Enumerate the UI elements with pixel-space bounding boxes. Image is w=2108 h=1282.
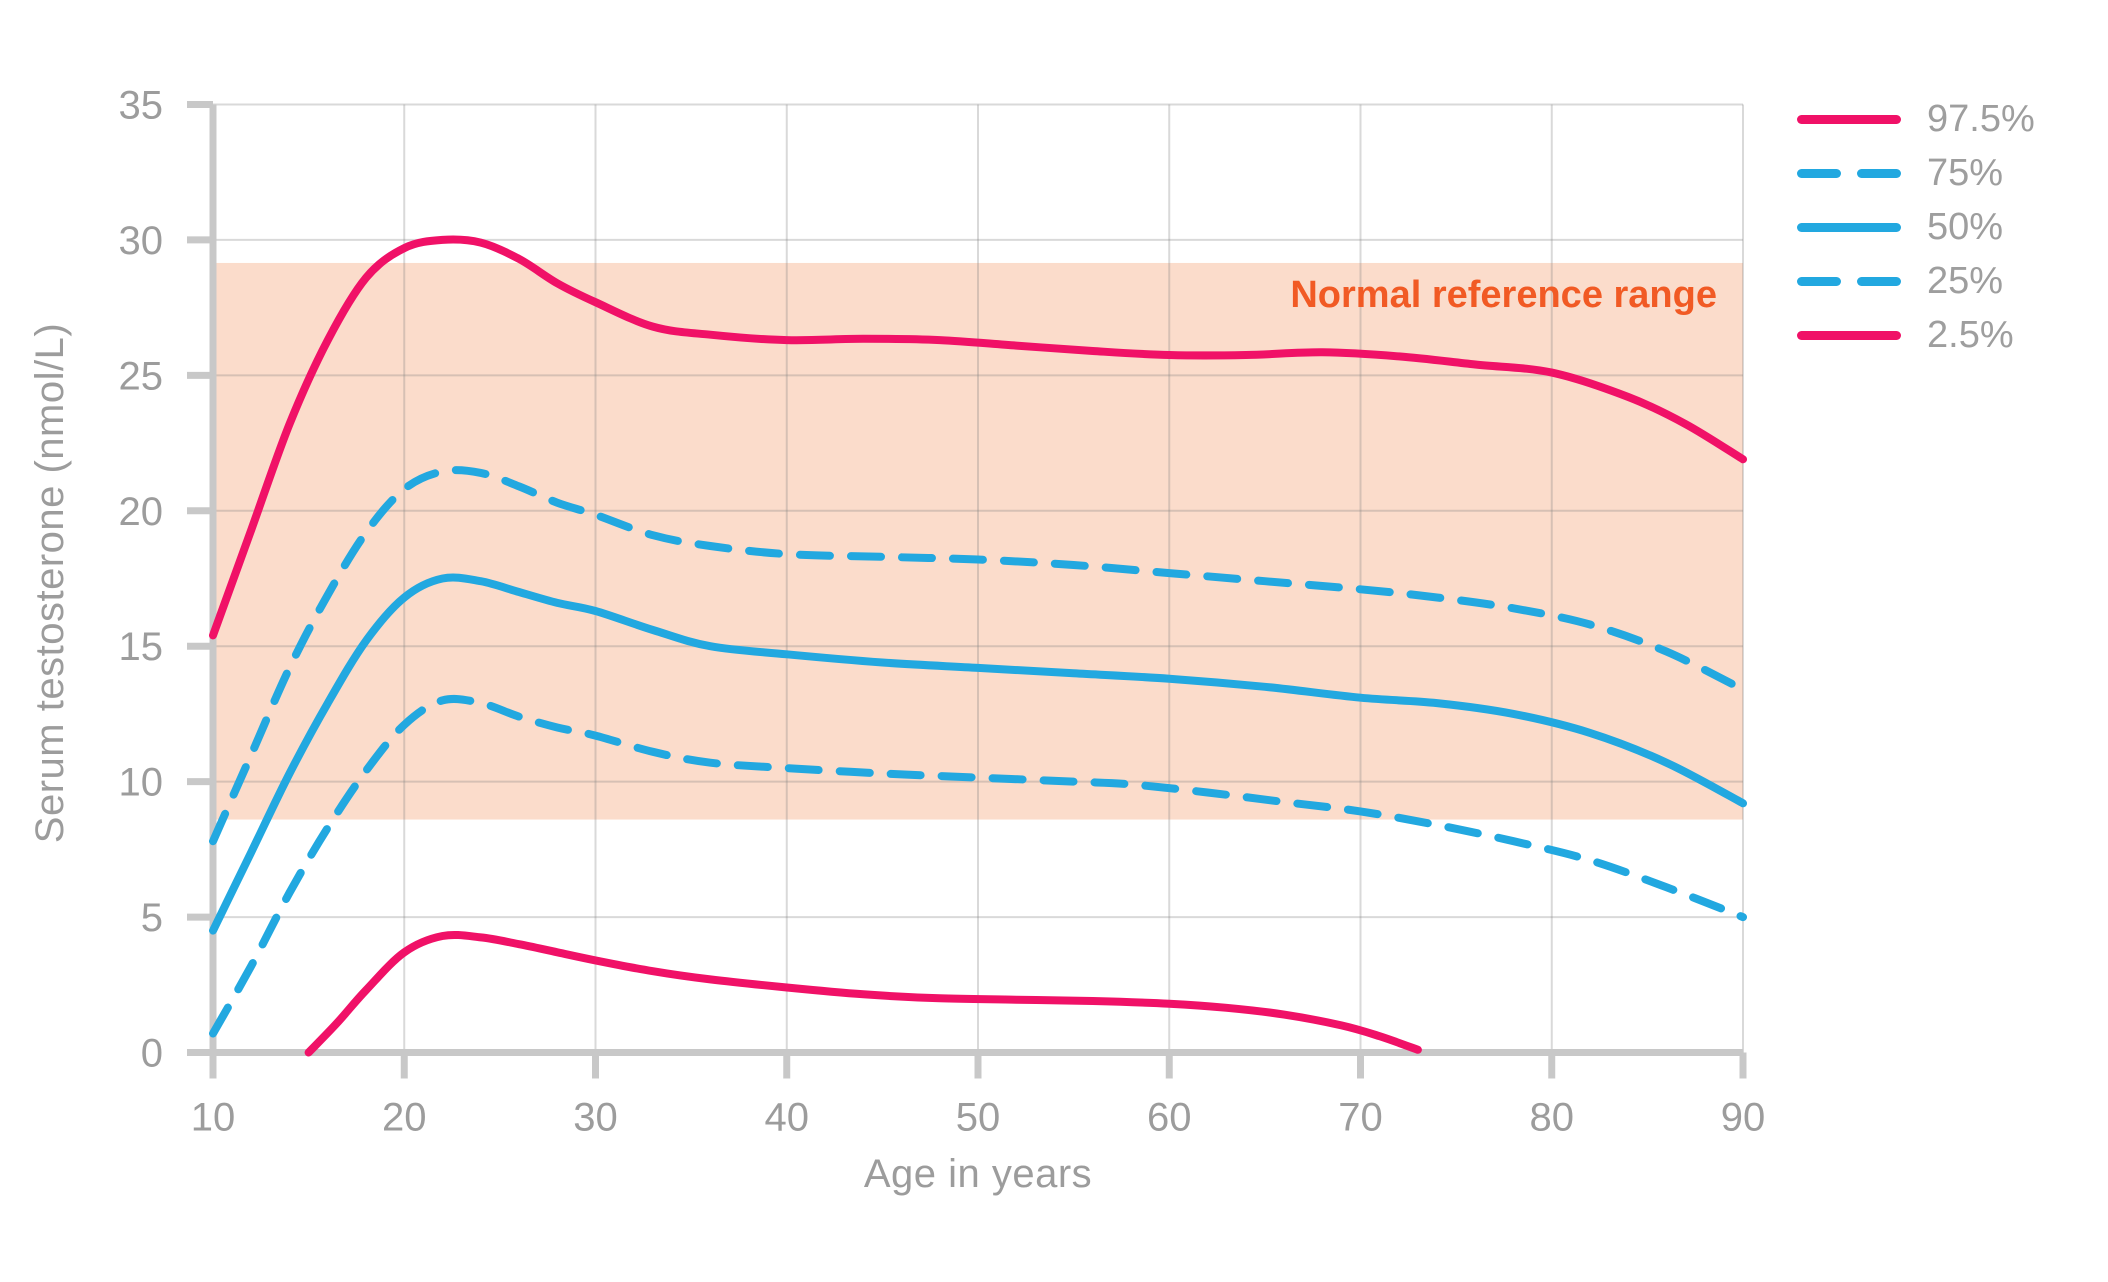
legend-line-segment <box>1797 168 1841 178</box>
x-axis-title: Age in years <box>863 1152 1093 1196</box>
legend-item-97.5%: 97.5% <box>1797 92 2035 146</box>
normal-reference-range-label: Normal reference range <box>1290 274 1717 316</box>
series-lines <box>209 235 1747 1057</box>
y-tick-label-15: 15 <box>119 625 164 669</box>
legend-item-50%: 50% <box>1797 200 2035 254</box>
normal-reference-band-rect <box>213 262 1743 820</box>
series-line-97.5% <box>209 235 1747 640</box>
solid-line-sample-icon <box>1797 114 1901 124</box>
legend-line-segment <box>1857 276 1901 286</box>
x-tick-label-10: 10 <box>191 1096 236 1140</box>
solid-line-sample-icon <box>1797 222 1901 232</box>
legend-line-segment <box>1797 330 1901 340</box>
legend-label: 97.5% <box>1927 98 2035 140</box>
x-tick-label-80: 80 <box>1530 1096 1575 1140</box>
x-tick-label-20: 20 <box>382 1096 427 1140</box>
y-tick-label-35: 35 <box>119 84 164 128</box>
y-tick-label-30: 30 <box>119 219 164 263</box>
legend-label: 75% <box>1927 152 2004 194</box>
solid-line-sample-icon <box>1797 330 1901 340</box>
y-tick-label-10: 10 <box>119 761 164 805</box>
y-tick-label-20: 20 <box>119 490 164 534</box>
legend-line-segment <box>1797 222 1901 232</box>
legend-line-segment <box>1797 276 1841 286</box>
legend-item-25%: 25% <box>1797 254 2035 308</box>
legend-label: 2.5% <box>1927 314 2014 356</box>
y-axis-title: Serum testosterone (nmol/L) <box>28 322 72 844</box>
legend-label: 50% <box>1927 206 2004 248</box>
series-line-75% <box>209 466 1747 846</box>
y-tick-label-5: 5 <box>141 896 163 940</box>
y-tick-label-25: 25 <box>119 354 164 398</box>
axes <box>187 101 1747 1079</box>
dashed-line-sample-icon <box>1797 168 1901 178</box>
legend-line-segment <box>1857 168 1901 178</box>
normal-reference-band <box>213 262 1743 820</box>
axis-tick-labels: 0 5 10 15 20 25 30 35 10 20 30 40 50 60 70 80 90 <box>119 84 1766 1140</box>
legend: 97.5% 75% 50% 25% 2.5% <box>1797 92 2035 362</box>
legend-item-75%: 75% <box>1797 146 2035 200</box>
x-tick-label-40: 40 <box>765 1096 810 1140</box>
dashed-line-sample-icon <box>1797 276 1901 286</box>
x-tick-label-90: 90 <box>1721 1096 1766 1140</box>
y-tick-label-0: 0 <box>141 1032 163 1076</box>
x-tick-label-50: 50 <box>956 1096 1001 1140</box>
series-line-50% <box>209 573 1747 935</box>
series-line-25% <box>209 694 1747 1038</box>
gridlines <box>213 103 1744 1053</box>
legend-item-2.5%: 2.5% <box>1797 308 2035 362</box>
x-tick-label-30: 30 <box>573 1096 618 1140</box>
x-tick-label-60: 60 <box>1147 1096 1192 1140</box>
x-tick-label-70: 70 <box>1338 1096 1383 1140</box>
series-line-2.5% <box>304 930 1422 1057</box>
legend-line-segment <box>1797 114 1901 124</box>
legend-label: 25% <box>1927 260 2004 302</box>
